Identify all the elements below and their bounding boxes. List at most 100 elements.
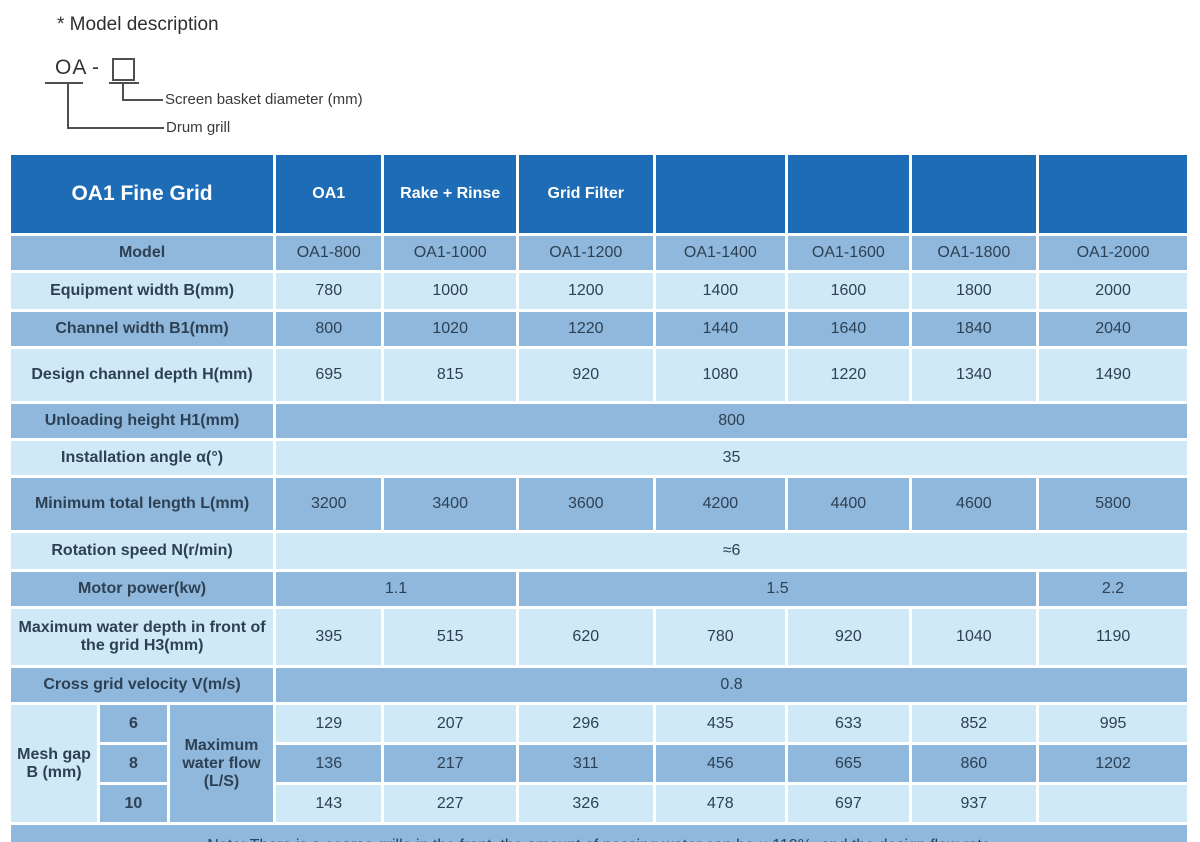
- row-label: Equipment width B(mm): [11, 273, 274, 309]
- value-cell: 1440: [655, 312, 786, 346]
- value-cell: 515: [384, 609, 516, 665]
- value-cell: 1190: [1039, 609, 1187, 665]
- value-cell: 311: [518, 745, 653, 782]
- row-label: Model: [11, 236, 274, 270]
- value-cell: 800: [276, 312, 382, 346]
- value-cell: 143: [276, 785, 382, 822]
- value-cell: 435: [655, 705, 786, 742]
- value-cell: 1200: [518, 273, 653, 309]
- value-cell: 1000: [384, 273, 516, 309]
- row-label: Maximum water depth in front of the grid…: [11, 609, 274, 665]
- value-cell: 2040: [1039, 312, 1187, 346]
- underline-oa: [45, 82, 83, 84]
- value-cell: 1490: [1039, 349, 1187, 401]
- value-cell: 697: [788, 785, 909, 822]
- value-cell: 620: [518, 609, 653, 665]
- row-label: Rotation speed N(r/min): [11, 533, 274, 569]
- max-water-flow-label: Maximum water flow (L/S): [169, 705, 274, 822]
- header-col-empty: [911, 155, 1037, 233]
- table-title-cell: OA1 Fine Grid: [11, 155, 274, 233]
- value-cell: 1340: [911, 349, 1037, 401]
- value-cell: 780: [655, 609, 786, 665]
- value-cell: 1840: [911, 312, 1037, 346]
- value-cell: 326: [518, 785, 653, 822]
- mesh-row: 10 143 227 326 478 697 937: [11, 785, 1187, 822]
- model-code-prefix: OA: [55, 56, 88, 79]
- header-col-empty: [788, 155, 909, 233]
- value-cell: 1800: [911, 273, 1037, 309]
- value-cell: 1640: [788, 312, 909, 346]
- value-cell: 815: [384, 349, 516, 401]
- value-cell: 1600: [788, 273, 909, 309]
- span-value-cell: 35: [276, 441, 1187, 475]
- table-row: Motor power(kw) 1.1 1.5 2.2: [11, 572, 1187, 606]
- value-cell: 937: [911, 785, 1037, 822]
- value-cell: 395: [276, 609, 382, 665]
- row-label: Channel width B1(mm): [11, 312, 274, 346]
- value-cell: 1202: [1039, 745, 1187, 782]
- connector-line: [67, 82, 69, 129]
- value-cell: 227: [384, 785, 516, 822]
- table-row: Maximum water depth in front of the grid…: [11, 609, 1187, 665]
- underline-box: [109, 82, 139, 84]
- value-cell: 4600: [911, 478, 1037, 530]
- value-cell: 207: [384, 705, 516, 742]
- span-value-cell: 1.5: [518, 572, 1037, 606]
- value-cell: 995: [1039, 705, 1187, 742]
- value-cell: 129: [276, 705, 382, 742]
- mesh-gap-value: 8: [100, 745, 167, 782]
- mesh-gap-value: 10: [100, 785, 167, 822]
- value-cell: 920: [788, 609, 909, 665]
- value-cell: 1020: [384, 312, 516, 346]
- table-row: Installation angle α(°) 35: [11, 441, 1187, 475]
- note-line: Note: There is a coarse grille in the fr…: [15, 834, 1183, 842]
- value-cell: 920: [518, 349, 653, 401]
- span-value-cell: 800: [276, 404, 1187, 438]
- value-cell: 4200: [655, 478, 786, 530]
- value-cell: 1080: [655, 349, 786, 401]
- value-cell: 136: [276, 745, 382, 782]
- drum-grill-label: Drum grill: [166, 119, 231, 136]
- value-cell: 1220: [788, 349, 909, 401]
- table-row: Channel width B1(mm) 800 1020 1220 1440 …: [11, 312, 1187, 346]
- mesh-row: Mesh gap B (mm) 6 Maximum water flow (L/…: [11, 705, 1187, 822]
- table-row: Minimum total length L(mm) 3200 3400 360…: [11, 478, 1187, 530]
- row-label: Cross grid velocity V(m/s): [11, 668, 274, 702]
- value-cell: 2000: [1039, 273, 1187, 309]
- row-label: Design channel depth H(mm): [11, 349, 274, 401]
- row-label: Minimum total length L(mm): [11, 478, 274, 530]
- mesh-row: 8 136 217 311 456 665 860 1202: [11, 745, 1187, 782]
- value-cell: 296: [518, 705, 653, 742]
- value-cell: 633: [788, 705, 909, 742]
- value-cell: OA1-1000: [384, 236, 516, 270]
- value-cell: 860: [911, 745, 1037, 782]
- table-row: Equipment width B(mm) 780 1000 1200 1400…: [11, 273, 1187, 309]
- table-row: Rotation speed N(r/min) ≈6: [11, 533, 1187, 569]
- value-cell: 3200: [276, 478, 382, 530]
- value-cell: 1220: [518, 312, 653, 346]
- table-row: Cross grid velocity V(m/s) 0.8: [11, 668, 1187, 702]
- value-cell: 5800: [1039, 478, 1187, 530]
- note-row: Note: There is a coarse grille in the fr…: [11, 825, 1187, 842]
- span-value-cell: 0.8: [276, 668, 1187, 702]
- connector-line: [67, 127, 164, 129]
- mesh-gap-label: Mesh gap B (mm): [11, 705, 98, 822]
- screen-basket-diameter-label: Screen basket diameter (mm): [165, 91, 363, 108]
- row-label: Installation angle α(°): [11, 441, 274, 475]
- spec-table: OA1 Fine Grid OA1 Rake + Rinse Grid Filt…: [8, 152, 1190, 842]
- value-cell: 3400: [384, 478, 516, 530]
- table-row: Unloading height H1(mm) 800: [11, 404, 1187, 438]
- connector-line: [122, 82, 124, 101]
- row-label: Motor power(kw): [11, 572, 274, 606]
- value-cell: OA1-1600: [788, 236, 909, 270]
- header-col-empty: [1039, 155, 1187, 233]
- row-label: Unloading height H1(mm): [11, 404, 274, 438]
- span-value-cell: 1.1: [276, 572, 516, 606]
- model-code-box: [112, 58, 135, 81]
- connector-line: [122, 99, 163, 101]
- value-cell: [1039, 785, 1187, 822]
- value-cell: 3600: [518, 478, 653, 530]
- header-col-oa1: OA1: [276, 155, 382, 233]
- value-cell: 478: [655, 785, 786, 822]
